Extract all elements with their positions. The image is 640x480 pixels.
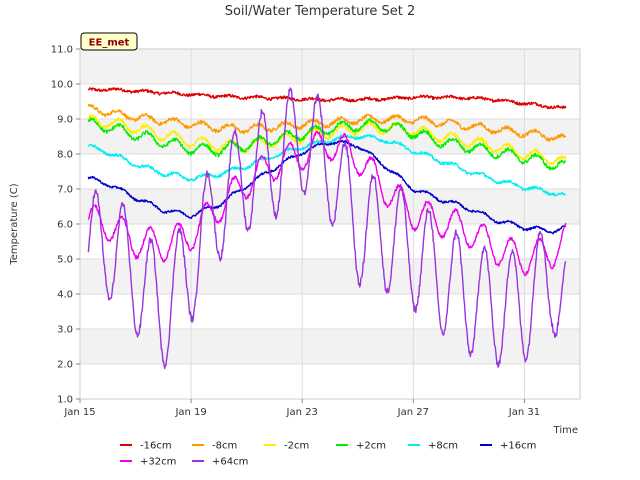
chart-title: Soil/Water Temperature Set 2 bbox=[225, 4, 416, 19]
y-tick-label: 9.0 bbox=[57, 115, 73, 126]
legend-label: +2cm bbox=[356, 441, 386, 452]
y-tick: 10.0 bbox=[51, 80, 80, 91]
y-tick: 5.0 bbox=[57, 255, 80, 266]
series-lines bbox=[87, 87, 567, 370]
series-line-8cm bbox=[87, 134, 567, 197]
y-tick-label: 5.0 bbox=[57, 255, 73, 266]
y-tick: 11.0 bbox=[51, 45, 80, 56]
x-axis-label: Time bbox=[553, 425, 578, 436]
site-badge-box bbox=[80, 32, 138, 51]
x-tick-label: Jan 31 bbox=[508, 407, 540, 418]
x-tick: Jan 15 bbox=[63, 399, 96, 418]
y-tick: 4.0 bbox=[57, 290, 80, 301]
legend-label: +64cm bbox=[212, 457, 248, 468]
site-badge: EE_met bbox=[80, 32, 138, 51]
legend-item: -2cm bbox=[264, 441, 309, 452]
y-tick-label: 8.0 bbox=[57, 150, 73, 161]
y-tick: 6.0 bbox=[57, 220, 80, 231]
series-line-2cm bbox=[88, 113, 567, 166]
legend-item: +32cm bbox=[120, 457, 176, 468]
y-tick: 8.0 bbox=[57, 150, 80, 161]
series-line-8cm bbox=[87, 103, 567, 142]
y-tick-label: 2.0 bbox=[57, 360, 73, 371]
y-tick-label: 7.0 bbox=[57, 185, 73, 196]
y-tick-label: 4.0 bbox=[57, 290, 73, 301]
y-axis-label: Temperature (C) bbox=[9, 183, 20, 265]
plot-band bbox=[80, 224, 580, 259]
plot-band bbox=[80, 364, 580, 399]
legend-label: -16cm bbox=[140, 441, 172, 452]
y-tick: 2.0 bbox=[57, 360, 80, 371]
y-tick-label: 10.0 bbox=[51, 80, 73, 91]
series-line-32cm bbox=[87, 130, 567, 277]
y-tick: 7.0 bbox=[57, 185, 80, 196]
legend-item: +64cm bbox=[192, 457, 248, 468]
site-badge-text: EE_met bbox=[89, 38, 130, 49]
y-tick-label: 3.0 bbox=[57, 325, 73, 336]
legend-item: +2cm bbox=[336, 441, 386, 452]
plot-band bbox=[80, 294, 580, 329]
legend-item: +16cm bbox=[480, 441, 536, 452]
series-line-16cm bbox=[87, 87, 567, 110]
legend-label: +16cm bbox=[500, 441, 536, 452]
plot-band bbox=[80, 329, 580, 364]
legend-item: -16cm bbox=[120, 441, 172, 452]
plot-band bbox=[80, 49, 580, 84]
legend-item: -8cm bbox=[192, 441, 237, 452]
legend-label: -8cm bbox=[212, 441, 237, 452]
plot-bands bbox=[80, 49, 580, 399]
legend-item: +8cm bbox=[408, 441, 458, 452]
x-tick: Jan 23 bbox=[286, 399, 318, 418]
y-axis-ticks: 1.0 2.0 3.0 4.0 5.0 6.0 7.0 8.0 9.0 10.0 11.0 bbox=[51, 45, 80, 406]
series-line-2cm bbox=[87, 117, 567, 171]
y-tick: 1.0 bbox=[57, 395, 80, 406]
x-tick-label: Jan 27 bbox=[397, 407, 429, 418]
legend-label: +8cm bbox=[428, 441, 458, 452]
x-tick: Jan 31 bbox=[508, 399, 540, 418]
y-tick-label: 1.0 bbox=[57, 395, 73, 406]
x-tick-label: Jan 23 bbox=[286, 407, 318, 418]
y-tick-label: 6.0 bbox=[57, 220, 73, 231]
legend-label: -2cm bbox=[284, 441, 309, 452]
x-axis-ticks: Jan 15 Jan 19 Jan 23 Jan 27 Jan 31 bbox=[63, 399, 540, 418]
y-tick: 3.0 bbox=[57, 325, 80, 336]
y-tick: 9.0 bbox=[57, 115, 80, 126]
x-tick: Jan 27 bbox=[397, 399, 429, 418]
legend: -16cm -8cm -2cm +2cm +8cm +16cm +32cm +64cm bbox=[120, 441, 536, 468]
x-tick-label: Jan 15 bbox=[63, 407, 95, 418]
series-line-64cm bbox=[87, 87, 567, 370]
legend-label: +32cm bbox=[140, 457, 176, 468]
series-line-16cm bbox=[87, 139, 567, 235]
x-tick: Jan 19 bbox=[174, 399, 207, 418]
x-tick-label: Jan 19 bbox=[174, 407, 206, 418]
y-tick-label: 11.0 bbox=[51, 45, 73, 56]
